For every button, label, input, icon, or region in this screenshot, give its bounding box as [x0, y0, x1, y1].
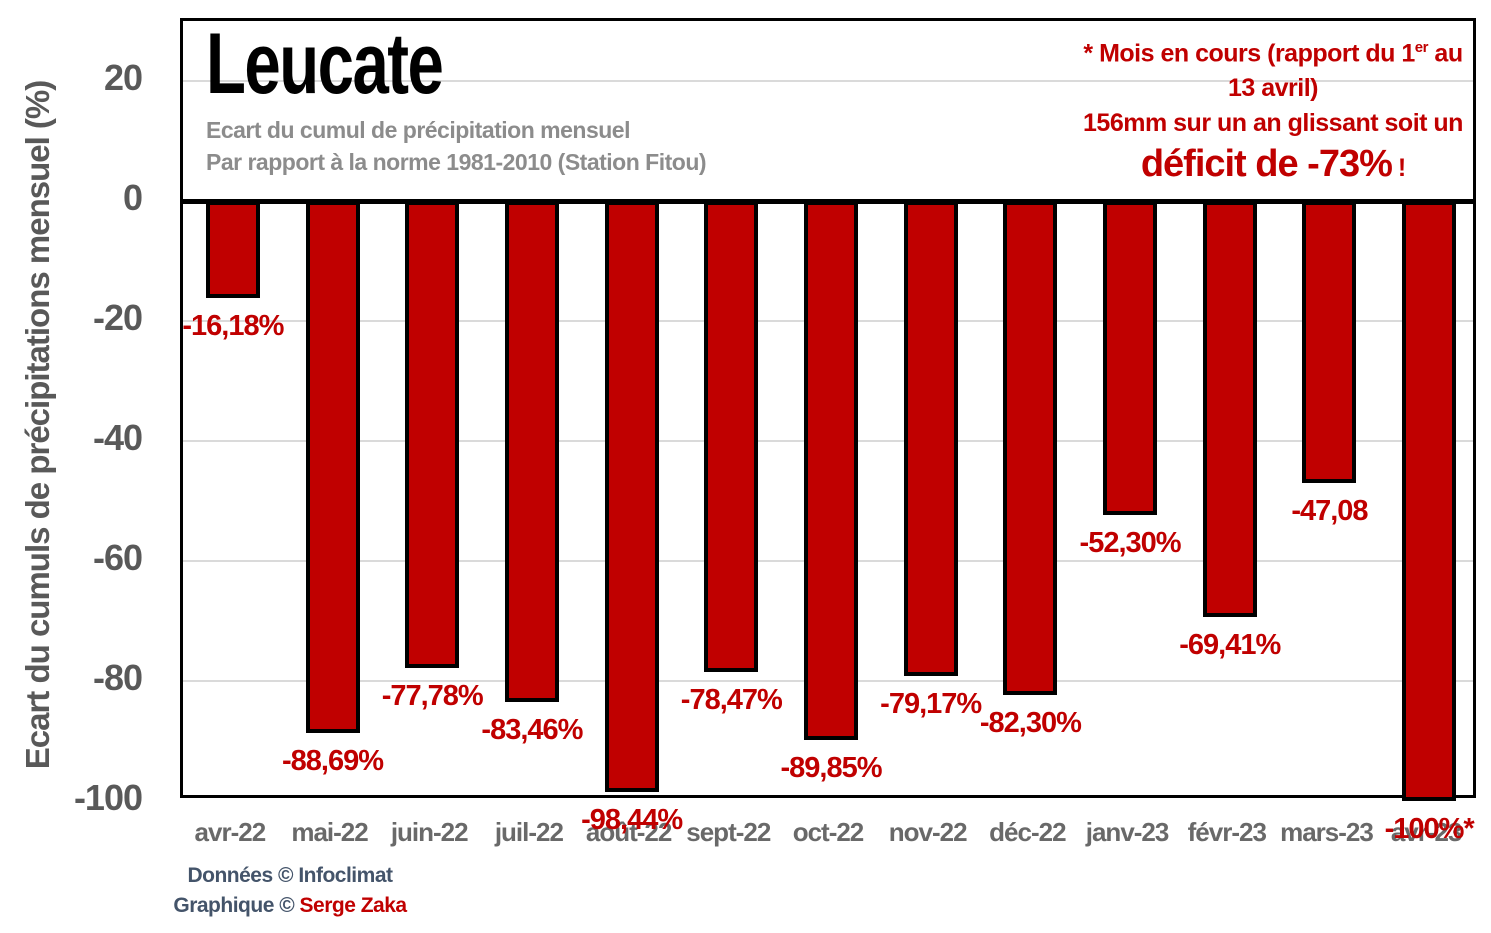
x-tick-label-janv-23: janv-23 [1085, 817, 1170, 847]
chart-title: Leucate [206, 16, 444, 112]
x-tick-label-déc-22: déc-22 [989, 817, 1066, 847]
value-label-avr-22: -16,18% [182, 310, 284, 343]
annotation-line2: 13 avril) [1227, 74, 1319, 103]
bar-août-22 [604, 201, 659, 792]
bar-nov-22 [903, 201, 958, 677]
plot-area: -16,18% -88,69% -77,78% -83,46% -98,44% -78,4… [180, 18, 1476, 845]
chart-subtitle: Ecart du cumul de précipitation mensuel … [206, 114, 707, 178]
annotation-superscript: er [1414, 39, 1429, 56]
credits-author: Serge Zaka [299, 894, 408, 917]
y-tick-label-20: 20 [103, 57, 143, 98]
annotation-line1: * Mois en cours (rapport du 1er au [1083, 39, 1463, 68]
bar-mars-23 [1302, 201, 1357, 484]
x-tick-label-avr-22: avr-22 [194, 817, 267, 847]
value-label-nov-22: -79,17% [880, 688, 982, 721]
value-label-août-22: -98,44% [581, 803, 683, 836]
credits: Données © Infoclimat Graphique © Serge Z… [130, 861, 450, 921]
y-tick-label--100: -100 [73, 777, 143, 818]
y-tick-label--40: -40 [92, 417, 143, 458]
chart-subtitle-line1: Ecart du cumul de précipitation mensuel [206, 117, 630, 143]
bar-avr-22 [205, 201, 260, 299]
bar-oct-22 [804, 201, 858, 741]
value-label-juin-22: -77,78% [381, 679, 484, 712]
annotation-note: * Mois en cours (rapport du 1er au 13 av… [1078, 30, 1468, 191]
y-tick-label--20: -20 [92, 297, 143, 338]
value-label-janv-23: -52,30% [1079, 526, 1182, 559]
title-block: Leucate Ecart du cumul de précipitation … [206, 16, 707, 178]
x-tick-label-nov-22: nov-22 [888, 817, 968, 847]
value-label-déc-22: -82,30% [979, 706, 1082, 739]
gridline-20 [183, 80, 1473, 82]
value-label-févr-23: -69,41% [1179, 629, 1281, 662]
bar-avr-23 [1402, 201, 1457, 801]
value-label-oct-22: -89,85% [780, 752, 882, 785]
chart-subtitle-line2: Par rapport à la norme 1981-2010 (Statio… [206, 149, 707, 175]
x-tick-label-mai-22: mai-22 [291, 817, 368, 847]
bar-juin-22 [405, 201, 460, 668]
y-tick-label--80: -80 [92, 657, 143, 698]
x-tick-label-sept-22: sept-22 [686, 817, 771, 847]
bar-janv-23 [1103, 201, 1158, 515]
bar-févr-23 [1202, 201, 1257, 618]
bar-mai-22 [305, 201, 360, 734]
x-tick-label-juin-22: juin-22 [390, 817, 469, 847]
annotation-line3: 156mm sur un an glissant soit un [1083, 109, 1463, 138]
bar-sept-22 [704, 201, 759, 672]
value-label-mai-22: -88,69% [282, 745, 384, 778]
y-tick-label-0: 0 [122, 177, 143, 218]
annotation-deficit: déficit de -73% ! [1140, 143, 1406, 186]
bar-juil-22 [504, 201, 559, 702]
bar-déc-22 [1003, 201, 1058, 695]
x-tick-label-avr-23: avr-23 [1390, 817, 1463, 847]
value-label-mars-23: -47,08 [1291, 495, 1368, 528]
x-tick-label-août-22: août-22 [585, 817, 672, 847]
x-tick-label-juil-22: juil-22 [494, 817, 564, 847]
credits-data-source: Données © Infoclimat [187, 864, 393, 887]
credits-author-line: Graphique © Serge Zaka [173, 894, 408, 917]
x-tick-label-mars-23: mars-23 [1280, 817, 1374, 847]
y-tick-label--60: -60 [92, 537, 143, 578]
x-tick-label-févr-23: févr-23 [1187, 817, 1267, 847]
x-tick-label-oct-22: oct-22 [792, 817, 865, 847]
value-label-sept-22: -78,47% [680, 683, 783, 716]
zero-axis-line [183, 199, 1473, 204]
value-label-juil-22: -83,46% [481, 713, 583, 746]
value-label-avr-23: -100%* [1384, 813, 1475, 845]
